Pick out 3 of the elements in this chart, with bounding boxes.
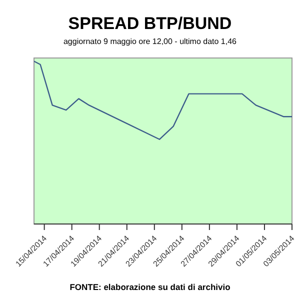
source-note: FONTE: elaborazione su dati di archivio [68,282,232,292]
chart-subtitle: aggiornato 9 maggio ore 12,00 - ultimo dato 1,46 [62,37,238,46]
chart-title: SPREAD BTP/BUND [67,14,233,34]
